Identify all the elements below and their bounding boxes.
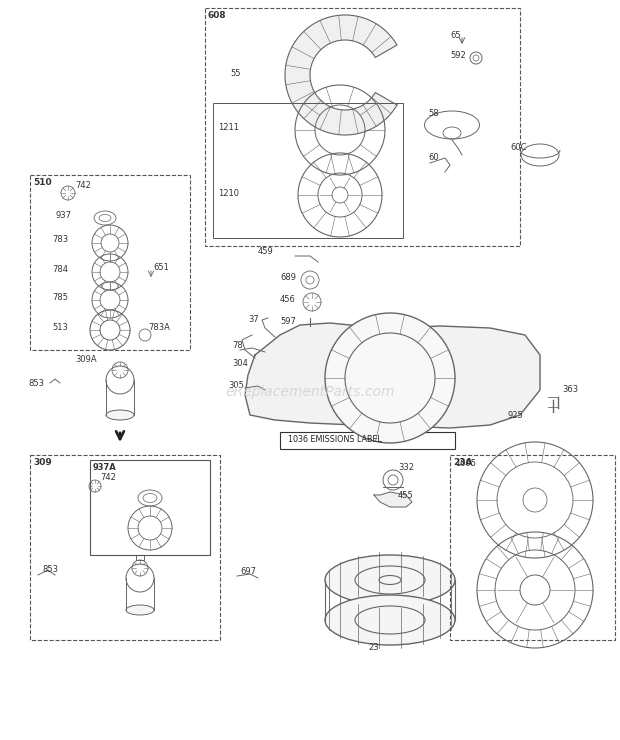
Ellipse shape [126, 605, 154, 615]
Text: 1036 EMISSIONS LABEL: 1036 EMISSIONS LABEL [288, 436, 382, 445]
Bar [450, 455, 615, 640]
Text: 455: 455 [398, 491, 414, 500]
Text: 456: 456 [280, 295, 296, 304]
Text: 608: 608 [208, 11, 227, 20]
Bar [213, 103, 403, 238]
Text: 363: 363 [562, 386, 578, 394]
Text: 60C: 60C [510, 144, 526, 152]
Text: 23: 23 [368, 642, 379, 651]
Text: 1005: 1005 [455, 459, 476, 468]
Circle shape [325, 313, 455, 443]
Bar [205, 8, 520, 246]
Polygon shape [245, 323, 540, 428]
Text: 592: 592 [450, 50, 466, 59]
Text: 78: 78 [232, 340, 243, 349]
Text: 783A: 783A [148, 323, 170, 332]
Polygon shape [374, 492, 412, 507]
Text: 785: 785 [52, 294, 68, 303]
Text: 925: 925 [507, 411, 523, 420]
Text: 510: 510 [33, 178, 51, 187]
Text: 742: 742 [100, 473, 116, 482]
Text: 23A: 23A [453, 458, 472, 467]
Text: eReplacementParts.com: eReplacementParts.com [225, 385, 395, 399]
Ellipse shape [106, 410, 134, 420]
Polygon shape [285, 15, 397, 135]
Text: 784: 784 [52, 266, 68, 275]
Bar [30, 175, 190, 350]
Text: 937: 937 [55, 210, 71, 220]
Text: 60: 60 [428, 153, 438, 163]
Text: 742: 742 [75, 181, 91, 190]
Text: 689: 689 [280, 274, 296, 283]
Text: 37: 37 [248, 315, 259, 325]
Text: 305: 305 [228, 380, 244, 389]
Ellipse shape [325, 555, 455, 605]
Text: 58: 58 [428, 109, 438, 118]
Bar [30, 455, 220, 640]
Text: 332: 332 [398, 463, 414, 473]
Text: 597: 597 [280, 317, 296, 326]
Text: 459: 459 [258, 247, 274, 257]
Text: 309: 309 [33, 458, 51, 467]
Bar [280, 432, 455, 449]
Text: 783: 783 [52, 235, 68, 244]
Text: 853: 853 [42, 565, 58, 574]
Text: 513: 513 [52, 323, 68, 332]
Text: 853: 853 [28, 378, 44, 388]
Text: 65: 65 [450, 30, 461, 39]
Text: 697: 697 [240, 568, 256, 576]
Text: 309A: 309A [75, 355, 97, 365]
Text: 937A: 937A [93, 463, 117, 472]
Text: 55: 55 [230, 69, 241, 78]
Bar [90, 460, 210, 555]
Text: 304: 304 [232, 358, 248, 368]
Ellipse shape [325, 595, 455, 645]
Text: 651: 651 [153, 263, 169, 272]
Text: 1210: 1210 [218, 189, 239, 198]
Text: 1211: 1211 [218, 124, 239, 132]
